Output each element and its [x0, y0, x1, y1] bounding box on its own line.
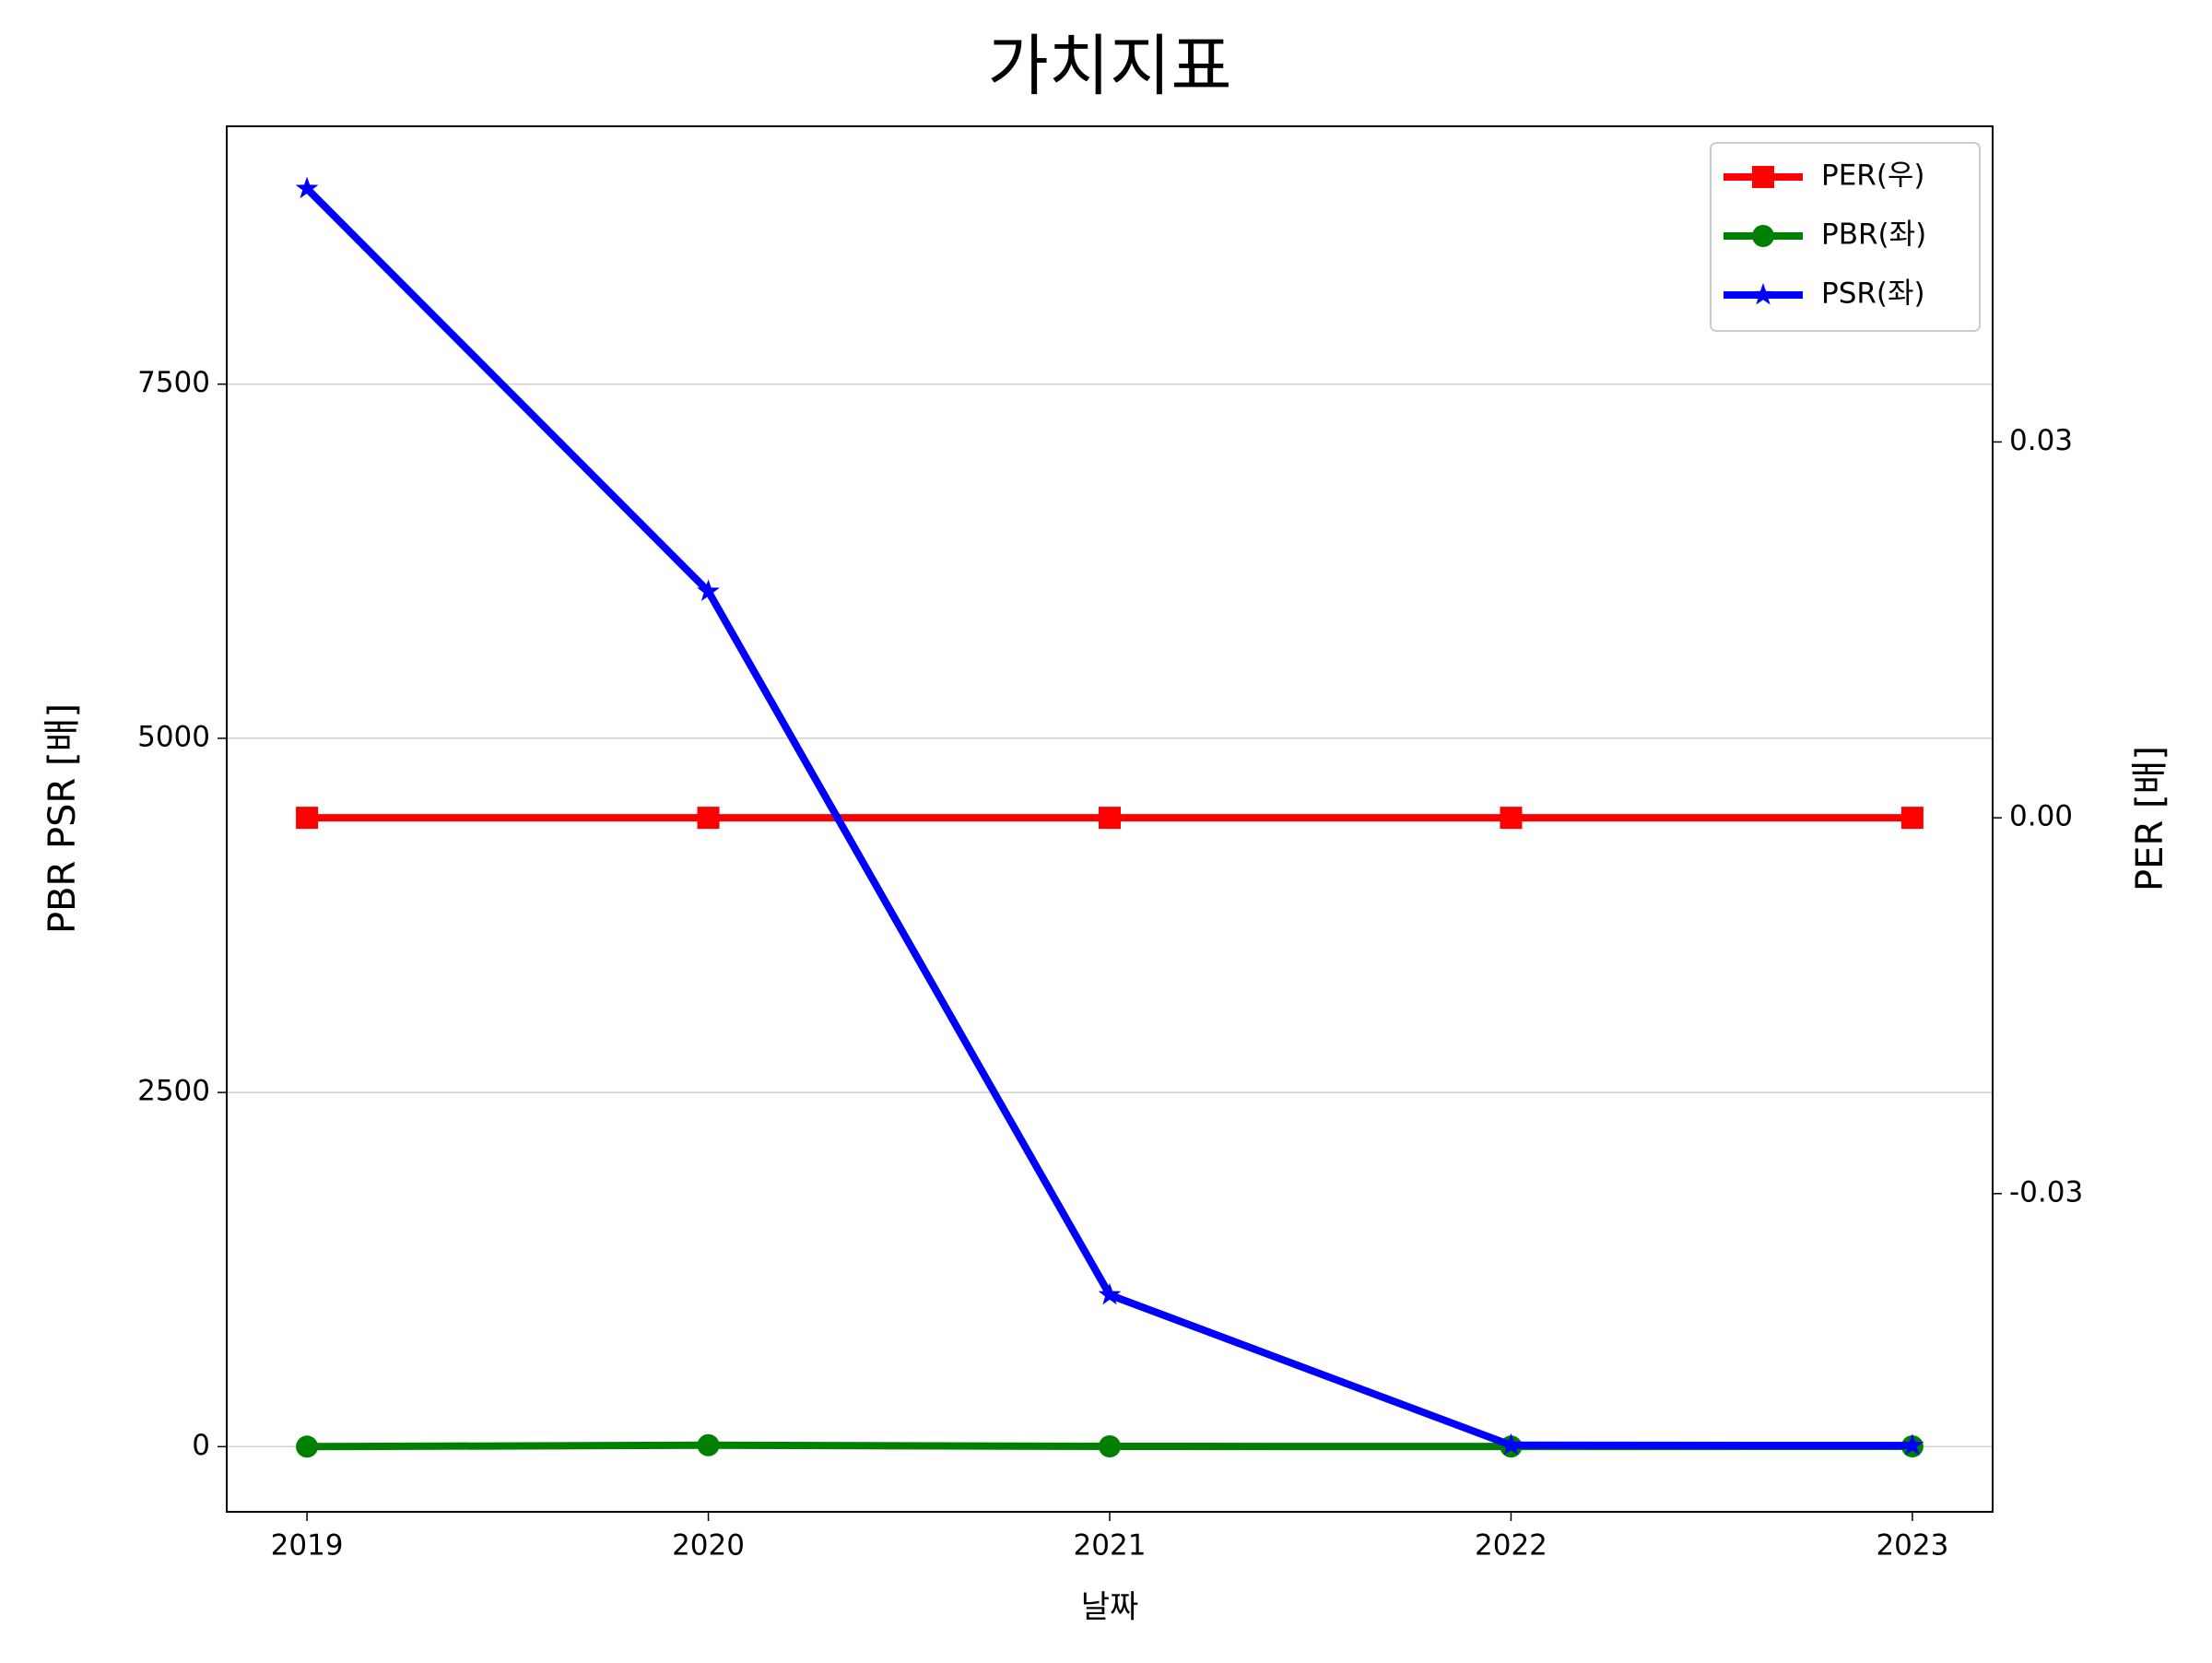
y-tick-label: 0: [192, 1429, 210, 1462]
marker: [1098, 1282, 1122, 1305]
legend-label: PBR(좌): [1821, 218, 1926, 252]
y2-tick-label: -0.03: [2009, 1175, 2083, 1209]
marker: [295, 176, 319, 199]
x-tick-label: 2020: [672, 1529, 745, 1563]
y2-tick-label: 0.00: [2009, 800, 2073, 833]
marker: [296, 1435, 319, 1458]
legend: PER(우) PBR(좌) PSR(좌): [1710, 142, 1981, 332]
y2-axis-label: PER [배]: [2129, 746, 2171, 891]
y-tick-label: 5000: [137, 720, 210, 753]
y-axis-label: PBR PSR [배]: [41, 703, 84, 934]
y-tick-label: 2500: [137, 1075, 210, 1108]
legend-marker: [1752, 225, 1774, 247]
legend-label: PSR(좌): [1821, 277, 1925, 311]
marker: [697, 807, 720, 830]
marker: [296, 807, 319, 830]
legend-box: [1710, 142, 1981, 332]
x-tick-label: 2019: [271, 1529, 344, 1563]
x-axis-label: 날짜: [1081, 1589, 1139, 1626]
x-tick-label: 2023: [1876, 1529, 1948, 1563]
plot-frame: [226, 125, 1994, 1513]
x-tick-label: 2021: [1074, 1529, 1147, 1563]
legend-label: PER(우): [1821, 159, 1925, 193]
marker: [1900, 1433, 1924, 1456]
y-tick-label: 7500: [137, 366, 210, 399]
marker: [1500, 807, 1523, 830]
marker: [697, 1433, 720, 1457]
marker: [1900, 807, 1924, 830]
marker: [1099, 807, 1121, 830]
legend-marker: [1751, 283, 1775, 305]
chart-title: 가치지표: [988, 28, 1232, 105]
marker: [1099, 1434, 1121, 1457]
marker: [1500, 1433, 1523, 1456]
x-tick-label: 2022: [1475, 1529, 1547, 1563]
legend-marker: [1752, 166, 1774, 188]
y2-tick-label: 0.03: [2009, 424, 2073, 457]
marker: [697, 579, 720, 602]
